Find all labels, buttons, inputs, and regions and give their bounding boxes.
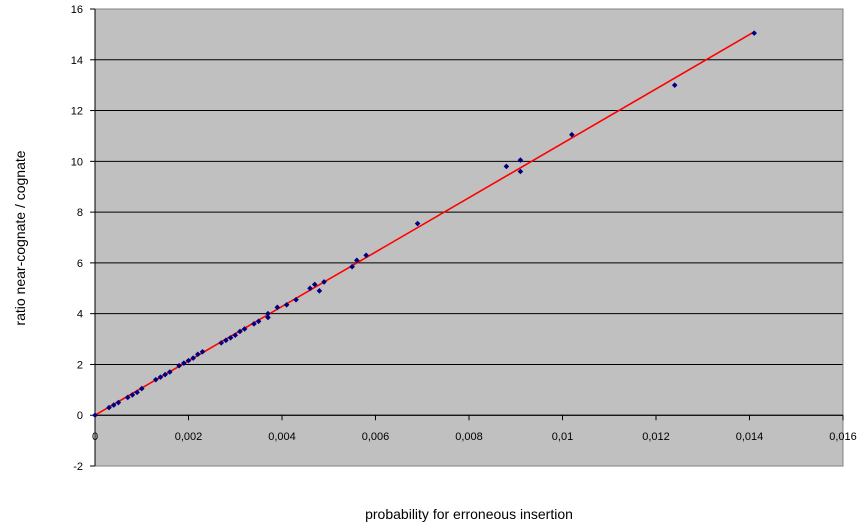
y-tick-label: -2 <box>73 461 83 473</box>
y-tick-labels: -2 0 2 4 6 8 10 12 14 16 <box>71 4 83 473</box>
data-points <box>92 30 757 419</box>
data-point <box>181 360 187 366</box>
data-point <box>157 374 164 380</box>
x-tick-labels: 0 0,002 0,004 0,006 0,008 0,01 0,012 0,014 0,016 <box>92 431 857 443</box>
data-point <box>274 304 281 311</box>
data-point <box>241 326 248 332</box>
data-point <box>503 163 510 170</box>
x-tick-label: 0,014 <box>736 431 764 443</box>
x-tick-label: 0,004 <box>268 431 296 443</box>
data-point <box>167 369 173 375</box>
data-point <box>255 318 262 325</box>
data-point <box>265 310 271 317</box>
data-point <box>106 404 112 411</box>
x-tick-label: 0,002 <box>175 431 203 443</box>
y-tick-label: 2 <box>77 359 83 371</box>
data-point <box>414 220 421 227</box>
y-tick-label: 8 <box>77 207 83 219</box>
y-axis-title: ratio near-cognate / cognate <box>12 150 28 325</box>
x-tick-label: 0,01 <box>552 431 573 443</box>
x-axis-title: probability for erroneous insertion <box>365 506 573 522</box>
data-point <box>134 389 140 396</box>
y-tick-label: 4 <box>77 309 83 321</box>
data-point <box>307 285 313 292</box>
data-point <box>363 252 369 259</box>
y-tick-label: 0 <box>77 410 83 422</box>
data-point <box>115 399 122 406</box>
x-tick-label: 0,016 <box>829 431 857 443</box>
data-point <box>517 168 524 175</box>
data-point <box>129 392 136 398</box>
data-point <box>311 281 318 288</box>
data-point <box>124 394 131 401</box>
data-point <box>110 402 117 408</box>
y-tick-label: 12 <box>71 106 83 118</box>
y-tick-label: 14 <box>71 55 83 67</box>
data-point <box>227 334 234 341</box>
data-point <box>138 385 145 392</box>
data-point <box>162 371 168 378</box>
data-point <box>92 412 98 419</box>
plot-area <box>95 9 843 466</box>
data-point <box>751 30 757 36</box>
data-point <box>293 296 299 303</box>
y-tick-label: 16 <box>71 4 83 16</box>
data-point <box>232 332 239 339</box>
data-point <box>354 257 360 264</box>
axes <box>90 8 844 467</box>
data-point <box>316 288 323 294</box>
data-point <box>176 362 182 369</box>
data-point <box>218 340 225 346</box>
x-tick-label: 0,012 <box>642 431 670 443</box>
data-point <box>569 131 575 138</box>
data-point <box>152 376 159 383</box>
x-tick-label: 0,006 <box>362 431 390 443</box>
data-point <box>190 355 196 361</box>
data-point <box>321 279 327 285</box>
data-point <box>223 337 229 344</box>
x-tick-label: 0,008 <box>455 431 483 443</box>
data-point <box>517 157 524 163</box>
x-tick-label: 0 <box>92 431 98 443</box>
data-point <box>199 348 206 355</box>
data-point <box>671 82 678 88</box>
data-point <box>283 301 290 308</box>
y-tick-label: 6 <box>77 258 83 270</box>
data-point <box>195 351 201 358</box>
data-point <box>237 328 243 335</box>
data-point <box>265 314 271 321</box>
data-point <box>185 357 192 364</box>
y-tick-label: 10 <box>71 156 83 168</box>
data-point <box>251 321 257 327</box>
data-point <box>349 263 355 270</box>
